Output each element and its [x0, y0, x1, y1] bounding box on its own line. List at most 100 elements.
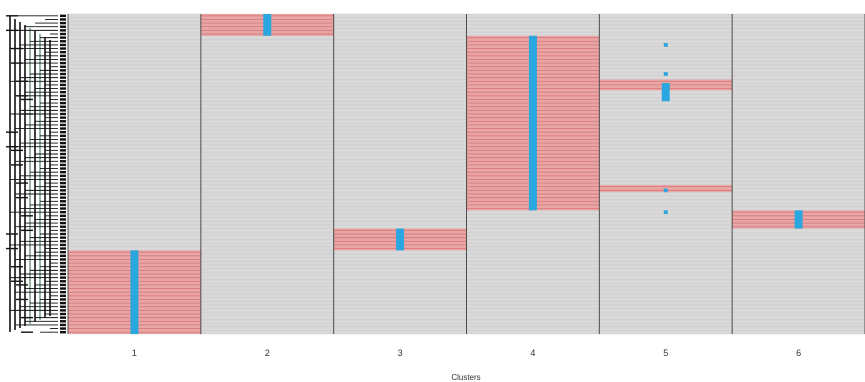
cluster-3-markers	[396, 228, 405, 251]
row-label-mark	[60, 109, 66, 112]
row-label-mark	[60, 29, 66, 32]
row-label-mark	[60, 247, 66, 250]
row-label-mark	[60, 90, 66, 94]
row-label-mark	[60, 305, 66, 308]
cluster-5-markers	[661, 43, 670, 214]
row-label-mark	[60, 94, 66, 98]
row-label-mark	[60, 167, 66, 170]
marker	[663, 43, 668, 47]
row-label-mark	[60, 250, 66, 254]
row-label-mark	[60, 98, 66, 101]
row-label-mark	[60, 58, 66, 61]
row-label-mark	[60, 200, 66, 203]
row-label-mark	[60, 145, 66, 148]
row-dendrogram	[6, 15, 58, 333]
row-label-mark	[60, 160, 66, 163]
marker	[663, 210, 668, 214]
row-label-mark	[60, 258, 66, 261]
row-label-mark	[60, 218, 66, 221]
row-label-mark	[60, 72, 66, 76]
row-label-mark	[60, 170, 66, 174]
row-label-mark	[60, 127, 66, 130]
cluster-6-markers	[794, 210, 803, 229]
row-label-mark	[60, 261, 66, 265]
row-label-mark	[60, 309, 66, 312]
row-label-mark	[60, 327, 66, 330]
row-label-mark	[60, 14, 66, 18]
marker	[396, 228, 405, 251]
row-label-mark	[60, 207, 66, 210]
row-label-mark	[60, 298, 66, 301]
row-label-mark	[60, 196, 66, 199]
row-label-mark	[60, 294, 66, 298]
marker	[663, 72, 668, 76]
row-label-strip	[60, 14, 66, 334]
x-tick-label-5: 5	[663, 348, 668, 358]
x-tick-label-6: 6	[796, 348, 801, 358]
row-label-mark	[60, 225, 66, 228]
row-label-mark	[60, 203, 66, 207]
cluster-2-markers	[263, 14, 272, 36]
row-label-mark	[60, 40, 66, 43]
row-label-mark	[60, 134, 66, 138]
row-label-mark	[60, 320, 66, 323]
row-label-mark	[60, 323, 66, 327]
row-label-mark	[60, 105, 66, 108]
x-tick-label-1: 1	[132, 348, 137, 358]
row-label-mark	[60, 312, 66, 316]
row-label-mark	[60, 163, 66, 167]
cluster-4-markers	[528, 35, 537, 211]
row-label-mark	[60, 43, 66, 47]
row-label-mark	[60, 80, 66, 83]
x-tick-label-4: 4	[530, 348, 535, 358]
row-label-mark	[60, 232, 66, 236]
marker	[528, 35, 537, 211]
row-label-mark	[60, 83, 66, 87]
row-label-mark	[60, 50, 66, 54]
row-label-mark	[60, 272, 66, 276]
marker	[661, 83, 670, 102]
row-label-mark	[60, 54, 66, 58]
marker	[663, 188, 668, 193]
row-label-mark	[60, 229, 66, 232]
row-label-mark	[60, 189, 66, 192]
row-label-mark	[60, 330, 66, 334]
row-label-mark	[60, 316, 66, 319]
row-label-mark	[60, 185, 66, 188]
row-label-mark	[60, 116, 66, 119]
row-label-mark	[60, 301, 66, 305]
row-label-mark	[60, 178, 66, 181]
row-label-mark	[60, 65, 66, 68]
row-label-mark	[60, 265, 66, 268]
row-label-mark	[60, 236, 66, 239]
row-label-mark	[60, 149, 66, 152]
row-label-mark	[60, 280, 66, 283]
marker	[794, 210, 803, 229]
marker	[130, 250, 139, 334]
row-label-mark	[60, 287, 66, 290]
row-label-mark	[60, 87, 66, 90]
row-label-mark	[60, 47, 66, 50]
x-axis-title: Clusters	[451, 373, 480, 382]
row-label-mark	[60, 152, 66, 156]
row-label-mark	[60, 290, 66, 294]
row-label-mark	[60, 181, 66, 185]
row-label-mark	[60, 32, 66, 36]
row-label-mark	[60, 138, 66, 141]
row-label-mark	[60, 141, 66, 145]
row-label-mark	[60, 112, 66, 116]
row-label-mark	[60, 61, 66, 65]
row-label-mark	[60, 120, 66, 123]
row-label-mark	[60, 221, 66, 225]
cluster-1-markers	[130, 250, 139, 334]
row-label-mark	[60, 276, 66, 279]
marker	[263, 14, 272, 36]
row-label-mark	[60, 101, 66, 105]
row-label-mark	[60, 36, 66, 39]
heatmap-panel	[67, 13, 865, 335]
row-label-mark	[60, 192, 66, 196]
x-tick-label-3: 3	[398, 348, 403, 358]
x-axis-ticks: 1 2 3 4 5 6	[132, 348, 801, 358]
row-label-mark	[60, 130, 66, 134]
